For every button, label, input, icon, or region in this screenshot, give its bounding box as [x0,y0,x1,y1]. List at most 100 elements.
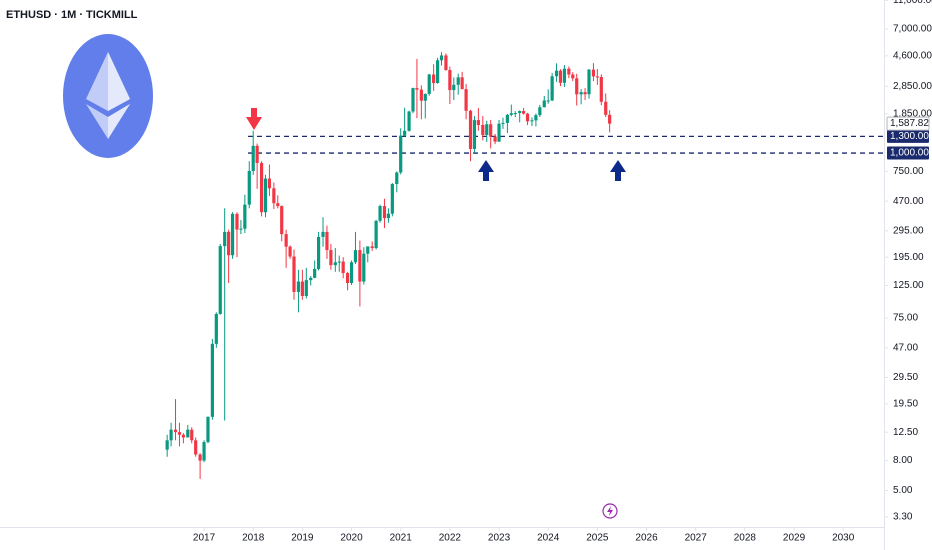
y-tick-label: 11,000.00 [893,0,932,6]
candle-body [267,178,272,189]
candle-body [493,136,497,142]
candle-body [509,113,513,115]
y-tick-label: 7,000.00 [893,24,932,35]
x-tick-label: 2024 [537,533,560,544]
candle-body [202,442,206,461]
candle-body [534,115,538,121]
candle-body [518,111,522,114]
x-tick-label: 2030 [832,533,855,544]
candle-body [210,343,214,417]
candle-body [399,135,403,173]
x-tick-label: 2022 [439,533,462,544]
candle-body [554,70,559,77]
blue-arrow-up [478,160,494,181]
candle-body [194,440,198,455]
last-price-box [886,116,930,131]
candle-body [435,60,440,84]
candle-body [567,68,571,75]
y-tick-label: 8.00 [893,455,913,466]
x-tick-label: 2028 [734,533,757,544]
candle-body [358,250,362,282]
candle-body [485,124,489,135]
last-price-label: 1,587.82 [890,118,929,129]
candle-body [259,163,264,213]
candle-body [407,111,411,131]
blue-arrow-up [610,160,626,181]
candle-body [481,125,485,135]
candle-body [227,231,231,256]
y-tick-label: 3.30 [893,512,913,523]
candle-body [304,280,308,296]
candle-body [571,74,575,79]
candle-body [218,246,222,314]
y-tick-label: 1,850.00 [893,109,932,120]
candle-body [235,213,239,230]
candle-body [321,231,325,237]
candle-body [550,76,554,101]
candle-body [382,206,387,219]
eth-logo [63,34,153,158]
candle-body [263,178,268,213]
x-tick-label: 2021 [390,533,413,544]
candle-body [370,246,374,249]
y-tick-label: 75.00 [893,313,918,324]
candle-body [337,261,341,263]
y-tick-label: 125.00 [893,280,924,291]
candle-body [272,188,276,204]
y-tick-label: 47.00 [893,342,918,353]
candle-body [198,454,202,461]
candle-body [349,262,354,284]
level-label: 1,000.00 [890,148,929,159]
candle-body [595,76,599,78]
candle-body [489,124,493,137]
candle-body [353,250,358,263]
candle-body [591,69,596,77]
candle-body [243,204,247,229]
candle-body [558,70,563,83]
candle-body [313,268,317,278]
candle-body [395,172,399,185]
candle-body [538,107,542,116]
candle-body [448,70,452,91]
candle-body [525,113,530,122]
candle-body [579,92,583,95]
candles [165,52,612,479]
candle-body [309,277,313,281]
x-tick-label: 2017 [193,533,216,544]
candle-body [362,253,366,282]
y-tick-label: 4,600.00 [893,50,932,61]
candle-body [411,88,415,112]
candle-body [427,74,431,94]
candle-body [190,429,194,441]
candle-body [575,78,579,95]
candle-body [546,100,550,102]
candle-body [247,170,251,205]
candle-body [181,434,185,438]
y-tick-label: 195.00 [893,252,924,263]
candle-body [513,113,517,115]
candle-body [403,130,407,136]
y-tick-label: 5.00 [893,485,913,496]
candle-body [366,246,370,254]
candle-body [476,120,480,126]
x-tick-label: 2026 [635,533,658,544]
candle-body [186,429,190,438]
candle-body [599,77,603,102]
candle-body [296,281,301,292]
candle-body [177,432,182,435]
candle-body [522,111,526,114]
candle-body [432,74,436,84]
x-tick-label: 2029 [783,533,806,544]
candle-body [325,231,329,251]
candle-body [374,220,378,249]
candle-body [439,55,444,61]
lightning-icon [602,503,618,519]
candle-body [255,145,259,164]
candle-body [501,122,505,124]
chart-title: ETHUSD · 1M · TICKMILL [6,9,138,21]
candle-body [419,89,423,101]
candle-body [300,281,304,296]
candle-body [472,120,477,149]
candle-body [239,228,243,230]
